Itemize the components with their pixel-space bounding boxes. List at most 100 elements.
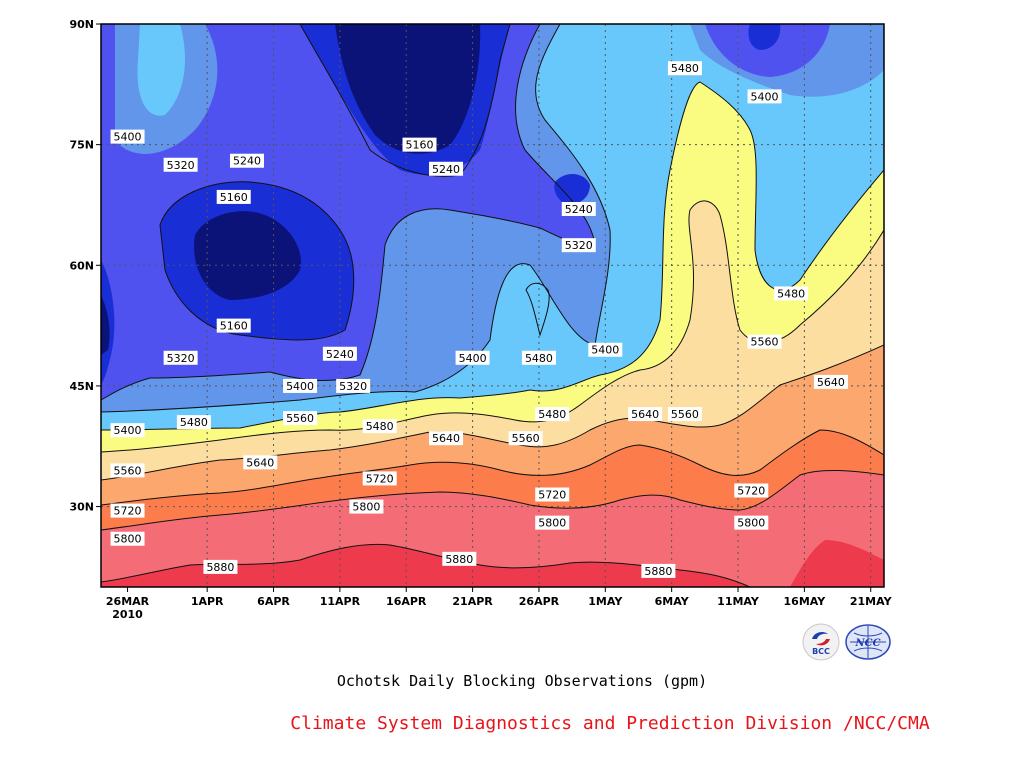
band-below-5160-top	[335, 24, 481, 154]
contour-label-box	[734, 515, 769, 530]
contour-label-box	[588, 342, 623, 357]
contour-label-box	[176, 415, 211, 430]
contour-label-box	[561, 201, 596, 216]
band-5240-5320-upper	[705, 24, 830, 77]
contour-label-box	[429, 161, 464, 176]
contour-label-box	[283, 411, 318, 426]
x-tick-label: 6MAY	[655, 595, 690, 608]
contour-label: 5560	[114, 464, 142, 477]
contour-label-box	[641, 563, 676, 578]
y-tick-label: 60N	[69, 259, 94, 272]
bcc-logo-text: BCC	[812, 647, 830, 656]
band-5160-5240-upper-right	[748, 24, 781, 50]
contour-label: 5240	[565, 203, 593, 216]
contour-label-box	[110, 129, 145, 144]
ncc-logo: NCC	[845, 624, 891, 660]
x-axis: 26MAR 1APR 6APR 11APR 16APR 21APR 26APR 1MAY 6MA…	[106, 587, 893, 621]
x-tick-label: 26MAR	[106, 595, 150, 608]
band-below-5160-left	[194, 211, 301, 300]
contour-label: 5560	[671, 408, 699, 421]
contour-label-box	[628, 407, 663, 422]
contour-label-box	[110, 463, 145, 478]
contour-label: 5480	[777, 287, 805, 300]
contour-label: 5880	[206, 561, 234, 574]
x-tick-label: 16APR	[386, 595, 427, 608]
contour-label: 5400	[114, 424, 142, 437]
contour-label-box	[110, 503, 145, 518]
contour-label-box	[508, 431, 543, 446]
contour-label: 5640	[631, 408, 659, 421]
band-5160-5240-small	[554, 174, 590, 205]
contour-label-box	[229, 153, 264, 168]
contour-fill-layer	[101, 24, 884, 587]
contour-label: 5320	[167, 159, 195, 172]
contour-label-box	[455, 350, 490, 365]
contour-label: 5480	[525, 352, 553, 365]
contour-label: 5240	[432, 163, 460, 176]
x-tick-label: 16MAY	[784, 595, 827, 608]
contour-label: 5800	[737, 517, 765, 530]
contour-label-box	[110, 423, 145, 438]
x-tick-label: 11MAY	[717, 595, 760, 608]
contour-label: 5240	[326, 348, 354, 361]
contour-label-box	[813, 374, 848, 389]
contour-label-box	[349, 499, 384, 514]
contour-label-box	[163, 157, 198, 172]
contour-label: 5400	[286, 380, 314, 393]
band-below-5160-edge	[101, 295, 110, 355]
contour-label-box	[336, 378, 371, 393]
y-tick-label: 30N	[69, 501, 94, 514]
contour-label-box	[747, 334, 782, 349]
contour-label: 5640	[432, 432, 460, 445]
contour-label: 5320	[565, 239, 593, 252]
contour-label-box	[322, 346, 357, 361]
contour-label: 5720	[737, 484, 765, 497]
contour-label-box	[535, 407, 570, 422]
contour-label-box	[243, 455, 278, 470]
contour-label: 5160	[220, 191, 248, 204]
contour-label: 5480	[180, 416, 208, 429]
contour-label-box	[362, 419, 397, 434]
contour-label: 5160	[406, 139, 434, 152]
contour-label-box	[667, 61, 702, 76]
contour-label: 5560	[512, 432, 540, 445]
band-5400-5480-topleft	[137, 24, 185, 116]
contour-label-box	[402, 137, 437, 152]
x-tick-label: 1APR	[191, 595, 224, 608]
contour-label: 5720	[114, 505, 142, 518]
x-tick-label: 21APR	[452, 595, 493, 608]
contour-label: 5320	[339, 380, 367, 393]
contour-label: 5640	[817, 376, 845, 389]
contour-label: 5800	[114, 533, 142, 546]
contour-label: 5240	[233, 155, 261, 168]
contour-label: 5400	[459, 352, 487, 365]
contour-label: 5400	[114, 131, 142, 144]
band-above-5880	[101, 544, 750, 587]
plot-frame	[100, 23, 885, 588]
x-tick-label: 21MAY	[850, 595, 893, 608]
contour-label-box	[429, 431, 464, 446]
contour-label-box	[216, 318, 251, 333]
band-above-5880-right	[790, 540, 884, 587]
contour-label: 5400	[751, 90, 779, 103]
contour-label-box	[667, 407, 702, 422]
contour-labels: 5400 5320 5240 5160 5160 5320 5240 5400 5320 5400…	[110, 61, 848, 578]
x-tick-label: 6APR	[257, 595, 290, 608]
contour-label-box	[521, 350, 556, 365]
contour-label-box	[216, 189, 251, 204]
contour-label: 5720	[366, 472, 394, 485]
contour-label: 5480	[671, 62, 699, 75]
contour-label: 5560	[751, 336, 779, 349]
contour-label: 5560	[286, 412, 314, 425]
x-tick-label: 11APR	[320, 595, 361, 608]
x-year-label: 2010	[112, 608, 143, 621]
contour-lines	[101, 24, 884, 587]
contour-label: 5320	[167, 352, 195, 365]
ncc-logo-text: NCC	[854, 638, 880, 649]
contour-label-box	[561, 238, 596, 253]
contour-label-box	[362, 471, 397, 486]
contour-label-box	[110, 531, 145, 546]
contour-label-box	[163, 350, 198, 365]
contour-label: 5800	[538, 517, 566, 530]
